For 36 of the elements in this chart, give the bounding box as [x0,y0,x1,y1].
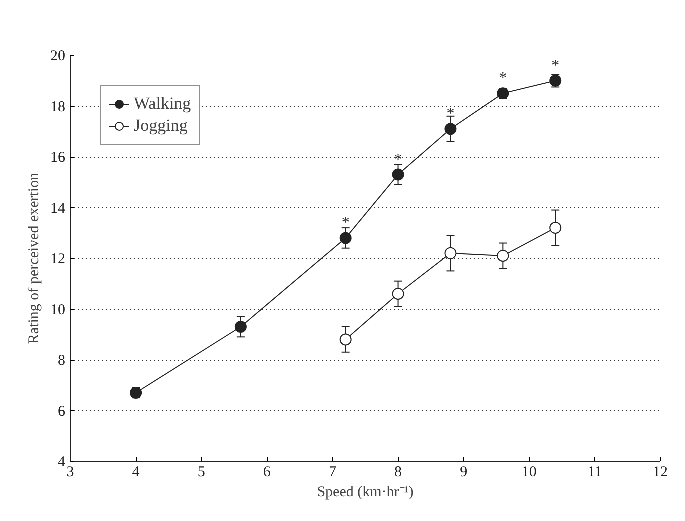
x-tick-label: 12 [653,464,668,480]
point [340,334,352,346]
point [234,321,247,333]
y-tick-label: 12 [50,252,66,268]
y-tick-label: 14 [50,200,66,217]
y-axis-title: Rating of perceived exertion [26,172,42,344]
y-tick-label: 16 [50,150,66,166]
x-tick-label: 7 [328,464,337,480]
x-tick-label: 5 [198,464,206,480]
y-tick-label: 20 [50,48,66,64]
point [497,250,510,262]
x-axis-title: Speed (km·hr⁻¹) [317,484,414,500]
y-tick-label: 4 [58,454,66,470]
y-tick-label: 10 [50,302,66,318]
legend-label: Walking [134,94,192,114]
point [444,123,457,136]
y-tick-label: 8 [58,353,66,369]
annotation: * [552,57,560,74]
annotation: * [342,214,350,232]
legend-label: Jogging [134,116,188,136]
y-tick-label: 6 [58,404,66,420]
point [444,247,457,260]
point [340,232,352,244]
point [392,288,404,300]
y-tick-label: 18 [50,99,66,116]
annotation: * [499,70,508,88]
point [550,222,562,234]
x-tick-label: 11 [588,464,602,480]
x-tick-label: 10 [522,464,537,480]
x-tick-label: 9 [460,464,468,480]
annotation: * [446,106,455,123]
x-tick-label: 3 [66,464,74,480]
x-tick-label: 8 [394,464,402,480]
point [392,168,404,181]
x-tick-label: 4 [132,464,140,480]
x-tick-label: 6 [263,464,272,480]
